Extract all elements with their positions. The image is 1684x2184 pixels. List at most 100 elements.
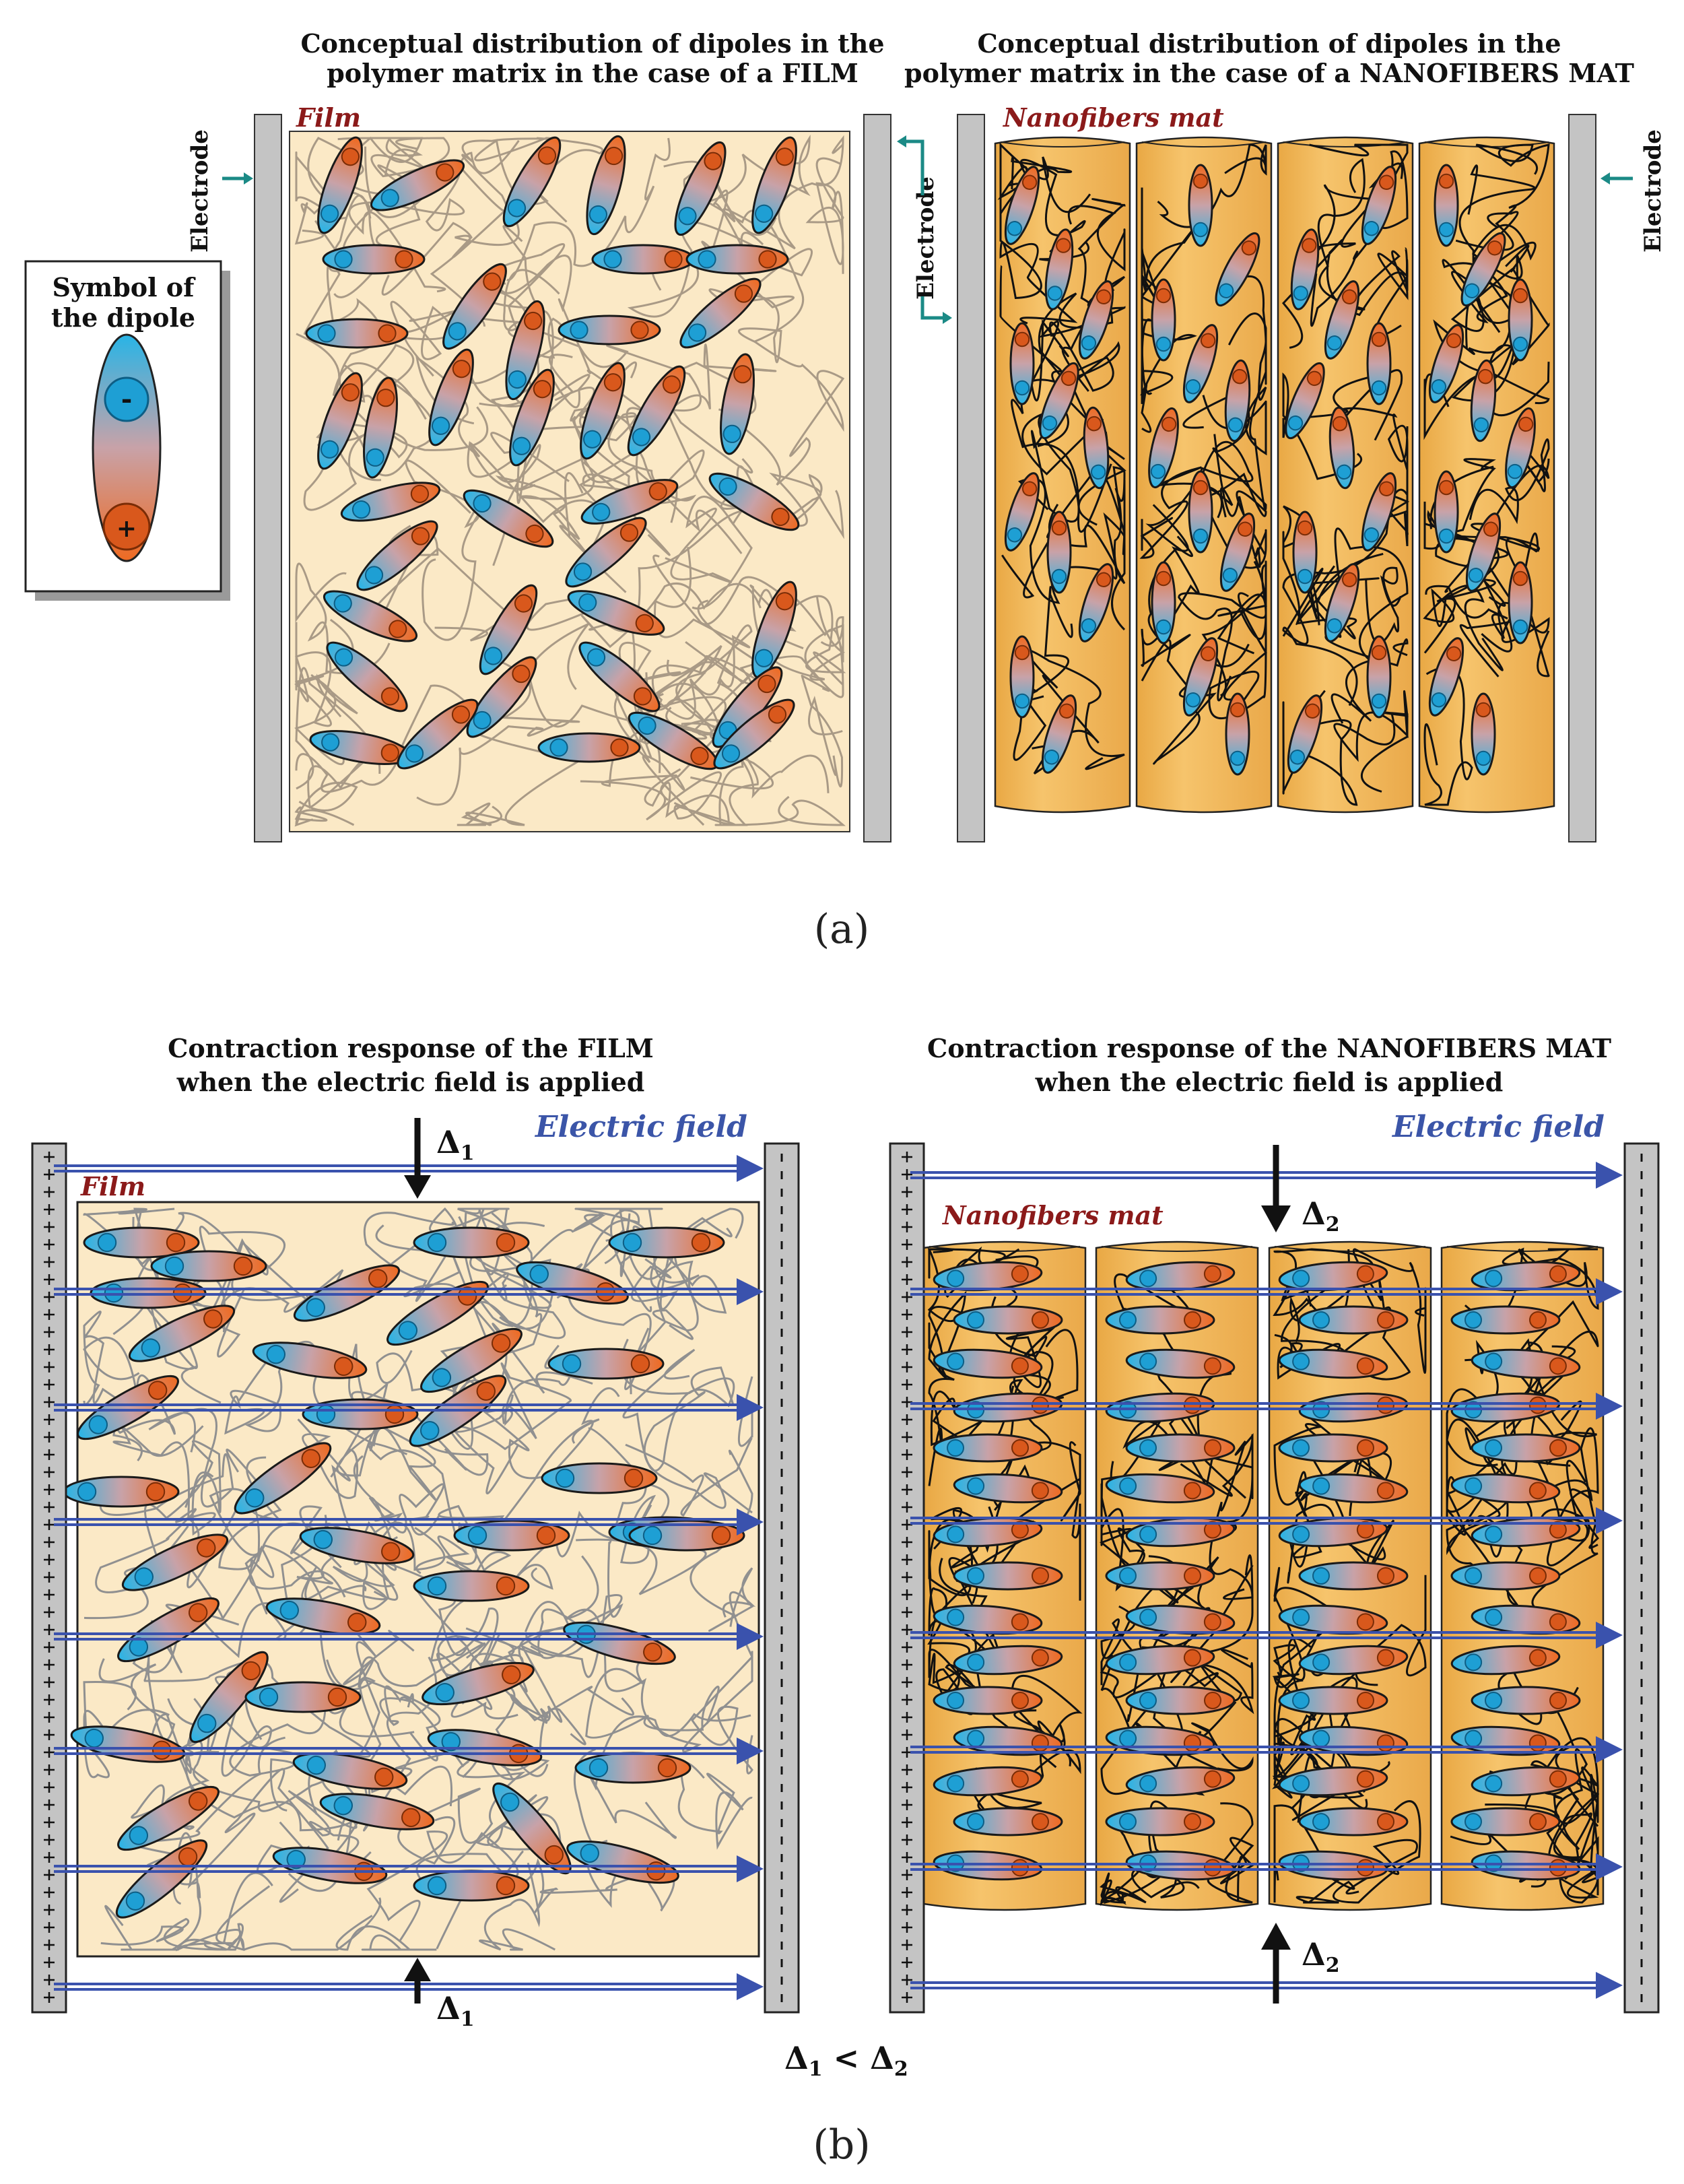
dipole bbox=[244, 1681, 362, 1713]
dipole bbox=[1225, 692, 1250, 776]
positive-pole-icon bbox=[102, 502, 151, 551]
dipole bbox=[1287, 694, 1323, 774]
dipole-negative-pole bbox=[266, 1344, 285, 1364]
dipole bbox=[933, 1261, 1043, 1292]
dipole-negative-pole bbox=[1139, 1525, 1157, 1544]
dipole-negative-pole bbox=[1227, 417, 1244, 433]
dipole bbox=[420, 1327, 523, 1393]
polymer-chain bbox=[613, 667, 774, 790]
dipole-positive-pole bbox=[1549, 1692, 1567, 1709]
dipole-negative-pole bbox=[286, 1849, 306, 1869]
dipole-positive-pole bbox=[1376, 1482, 1394, 1500]
field-arrow bbox=[910, 1278, 1623, 1305]
polymer-chain bbox=[585, 1655, 720, 1739]
dipole-positive-pole bbox=[1011, 1859, 1029, 1877]
dipole-negative-pole bbox=[967, 1653, 985, 1672]
polymer-chain bbox=[1530, 1760, 1599, 1887]
dipole-negative-pole bbox=[427, 1232, 447, 1253]
dipole-negative-pole bbox=[321, 204, 339, 223]
polymer-chain bbox=[370, 525, 516, 642]
dipole-positive-pole bbox=[603, 373, 622, 392]
dipole-negative-pole bbox=[1312, 1729, 1331, 1748]
dipole-negative-pole bbox=[1081, 335, 1097, 351]
dipole-negative-pole bbox=[351, 500, 371, 519]
dipole-positive-pole bbox=[1528, 1734, 1547, 1752]
dipole-positive-pole bbox=[436, 163, 454, 182]
field-arrow bbox=[54, 1623, 764, 1650]
dipole-positive-pole bbox=[1204, 1692, 1221, 1709]
dipole-positive-pole bbox=[197, 1538, 216, 1558]
dipole-positive-pole bbox=[380, 743, 399, 762]
dipole-negative-pole bbox=[1326, 335, 1343, 351]
dipole-negative-pole bbox=[1485, 1692, 1502, 1709]
dipole-positive-pole bbox=[1529, 1567, 1547, 1585]
dipole bbox=[1125, 1517, 1236, 1548]
dipole-negative-pole bbox=[1292, 1352, 1310, 1370]
polymer-chain bbox=[457, 758, 583, 826]
dipole-positive-pole bbox=[1032, 1311, 1049, 1329]
dipole-positive-pole bbox=[1341, 289, 1357, 304]
dipole-positive-pole bbox=[1011, 1613, 1029, 1631]
polymer-chain bbox=[467, 440, 627, 593]
dipole bbox=[1182, 324, 1219, 403]
dipole-positive-pole bbox=[1528, 1482, 1547, 1500]
dipole-positive-pole bbox=[1192, 173, 1209, 189]
title-nanofibers-contraction-line2: when the electric field is applied bbox=[1035, 1067, 1504, 1097]
dipole-negative-pole bbox=[1185, 692, 1201, 708]
dipole-negative-pole bbox=[1139, 1352, 1157, 1370]
dipole bbox=[751, 136, 797, 234]
dipole bbox=[1471, 1686, 1581, 1715]
dipole-positive-pole bbox=[1203, 1265, 1221, 1283]
dipole bbox=[679, 277, 762, 349]
dipole bbox=[953, 1561, 1063, 1591]
dipole-negative-pole bbox=[578, 593, 597, 612]
polymer-chain bbox=[1459, 445, 1550, 677]
dipole-negative-pole bbox=[1485, 1525, 1503, 1544]
dipole-negative-pole bbox=[313, 1529, 333, 1550]
dipole-positive-pole bbox=[1011, 1439, 1029, 1457]
delta-comparison: Δ1 < Δ2 bbox=[784, 2040, 908, 2081]
dipole-positive-pole bbox=[1183, 1482, 1201, 1500]
dipole-negative-pole bbox=[321, 440, 339, 459]
dipole-negative-pole bbox=[698, 250, 716, 269]
nanofibers-a-label: Nanofibers mat bbox=[1003, 102, 1224, 133]
dipole bbox=[713, 698, 795, 770]
dipole-positive-pole bbox=[1438, 479, 1454, 496]
dipole bbox=[83, 1226, 200, 1259]
dipole-positive-pole bbox=[1483, 521, 1499, 537]
dipole-positive-pole bbox=[1356, 1770, 1374, 1788]
dipole-negative-pole bbox=[1326, 618, 1343, 634]
dipole bbox=[1361, 472, 1397, 552]
dipole-positive-pole bbox=[758, 250, 777, 269]
dipole-positive-pole bbox=[1203, 1859, 1221, 1877]
polymer-chain bbox=[1506, 1342, 1597, 1465]
dipole-negative-pole bbox=[316, 1404, 336, 1424]
dipole bbox=[1298, 1473, 1409, 1504]
dipole-negative-pole bbox=[1292, 1692, 1310, 1709]
dipole bbox=[586, 135, 626, 236]
dipole-positive-pole bbox=[203, 1309, 223, 1329]
dipole bbox=[1428, 637, 1464, 717]
dipole bbox=[1039, 362, 1079, 440]
polymer-chain bbox=[83, 1336, 204, 1457]
dipole bbox=[933, 1517, 1043, 1548]
polymer-chain bbox=[343, 1630, 486, 1688]
polymer-chain bbox=[1485, 1748, 1592, 1870]
dipole-negative-pole bbox=[1485, 1269, 1503, 1288]
dipole bbox=[1366, 635, 1392, 719]
dipole-negative-pole bbox=[1119, 1477, 1137, 1495]
dipole-positive-pole bbox=[341, 383, 360, 402]
dipole-positive-pole bbox=[1356, 1613, 1374, 1631]
dipole-positive-pole bbox=[1356, 1859, 1374, 1877]
polymer-chain bbox=[585, 1713, 751, 1839]
dipole-positive-pole bbox=[334, 1356, 353, 1377]
polymer-chain bbox=[294, 781, 358, 827]
dipole-positive-pole bbox=[757, 674, 776, 694]
dipole-positive-pole bbox=[536, 1525, 556, 1546]
polymer-chain bbox=[1423, 666, 1473, 806]
dipole-positive-pole bbox=[1487, 240, 1503, 256]
dipole-negative-pole bbox=[573, 562, 593, 581]
dipole bbox=[1428, 324, 1464, 403]
dipole-negative-pole bbox=[1312, 1653, 1331, 1672]
